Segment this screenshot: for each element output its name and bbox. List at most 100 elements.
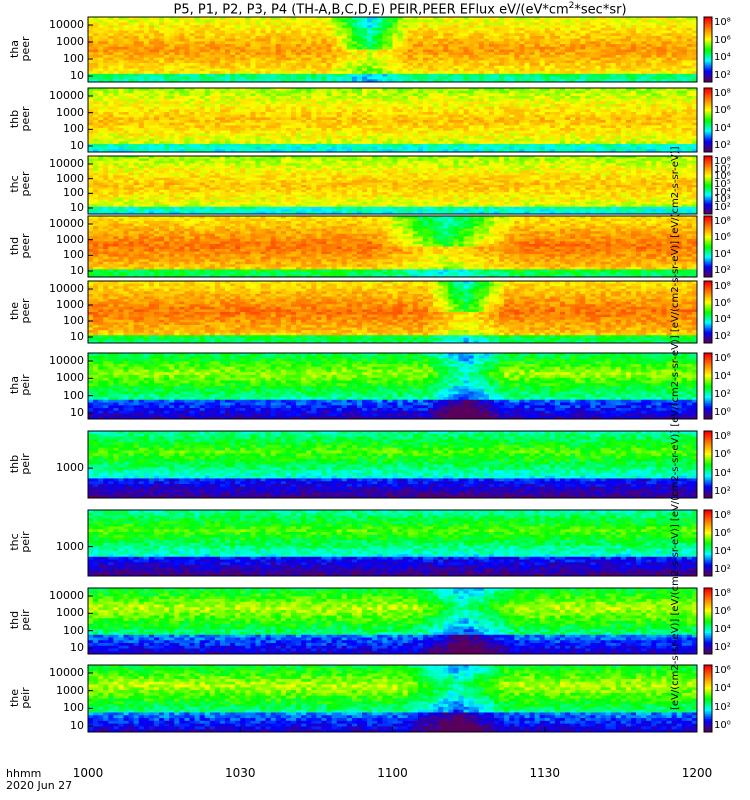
heatmap-cell [372, 25, 378, 29]
heatmap-cell [118, 117, 124, 121]
heatmap-cell [214, 128, 221, 132]
heatmap-cell [676, 27, 683, 31]
heatmap-cell [402, 68, 409, 72]
heatmap-cell [311, 149, 317, 153]
heatmap-cell [625, 41, 632, 45]
heatmap-cell [468, 79, 475, 83]
heatmap-cell [336, 114, 343, 118]
heatmap-cell [123, 149, 130, 153]
heatmap-cell [661, 65, 667, 69]
heatmap-cell [128, 104, 135, 108]
heatmap-cell [199, 88, 206, 92]
heatmap-cell [204, 65, 211, 69]
heatmap-cell [164, 125, 170, 129]
heatmap-cell [250, 30, 256, 34]
heatmap-cell [519, 54, 525, 59]
heatmap-cell [184, 30, 190, 34]
heatmap-cell [483, 101, 490, 105]
heatmap-cell [681, 49, 688, 53]
heatmap-cell [326, 112, 332, 116]
heatmap-cell [240, 22, 246, 26]
heatmap-cell [341, 114, 348, 118]
heatmap-cell [346, 93, 353, 97]
heatmap-cell [204, 63, 211, 67]
heatmap-cell [260, 141, 267, 145]
heatmap-cell [270, 27, 277, 31]
heatmap-cell [296, 52, 302, 56]
heatmap-cell [280, 130, 287, 134]
heatmap-cell [534, 57, 541, 61]
heatmap-cell [367, 128, 373, 132]
heatmap-cell [326, 49, 332, 53]
heatmap-cell [153, 49, 160, 53]
heatmap-cell [382, 76, 388, 80]
heatmap-cell [346, 88, 353, 92]
heatmap-cell [580, 41, 586, 45]
heatmap-cell [316, 38, 322, 42]
heatmap-cell [164, 49, 170, 53]
heatmap-cell [164, 63, 170, 67]
heatmap-cell [235, 46, 241, 50]
heatmap-cell [554, 60, 561, 64]
heatmap-cell [341, 120, 348, 124]
heatmap-cell [153, 38, 160, 42]
heatmap-cell [458, 22, 464, 26]
heatmap-cell [407, 125, 414, 129]
heatmap-cell [285, 106, 292, 110]
heatmap-cell [321, 106, 327, 110]
heatmap-cell [656, 38, 662, 42]
heatmap-cell [463, 44, 470, 48]
heatmap-cell [565, 33, 571, 37]
heatmap-cell [194, 54, 201, 59]
heatmap-cell [559, 46, 566, 50]
heatmap-cell [402, 30, 409, 34]
heatmap-cell [473, 106, 480, 110]
heatmap-cell [103, 73, 109, 77]
heatmap-cell [382, 146, 388, 150]
heatmap-cell [189, 133, 195, 137]
heatmap-cell [524, 54, 530, 59]
heatmap-cell [412, 112, 419, 116]
heatmap-cell [351, 149, 358, 153]
heatmap-cell [260, 128, 267, 132]
heatmap-cell [311, 109, 317, 113]
heatmap-cell [98, 149, 104, 153]
heatmap-cell [275, 71, 282, 75]
heatmap-cell [138, 141, 145, 145]
heatmap-cell [575, 19, 581, 23]
heatmap-cell [407, 33, 414, 37]
heatmap-cell [204, 109, 211, 113]
heatmap-cell [468, 144, 475, 148]
heatmap-cell [306, 120, 312, 124]
heatmap-cell [225, 71, 231, 75]
heatmap-cell [326, 57, 332, 61]
heatmap-cell [341, 38, 348, 42]
heatmap-cell [473, 149, 480, 153]
heatmap-cell [346, 33, 353, 37]
heatmap-cell [306, 49, 312, 53]
heatmap-cell [321, 30, 327, 34]
heatmap-cell [336, 76, 343, 80]
heatmap-cell [265, 106, 272, 110]
heatmap-cell [453, 79, 459, 83]
heatmap-cell [321, 117, 327, 121]
heatmap-cell [331, 109, 338, 113]
heatmap-cell [575, 65, 581, 69]
heatmap-cell [646, 63, 652, 67]
heatmap-cell [321, 96, 327, 100]
heatmap-cell [519, 33, 525, 37]
heatmap-cell [179, 25, 185, 29]
heatmap-cell [351, 93, 358, 97]
heatmap-cell [204, 128, 211, 132]
heatmap-cell [225, 117, 231, 121]
heatmap-cell [199, 49, 206, 53]
heatmap-cell [133, 52, 140, 56]
heatmap-cell [346, 106, 353, 110]
heatmap-cell [326, 52, 332, 56]
heatmap-cell [397, 117, 404, 121]
heatmap-cell [133, 33, 140, 37]
heatmap-cell [387, 65, 393, 69]
heatmap-cell [341, 63, 348, 67]
heatmap-cell [681, 41, 688, 45]
heatmap-cell [88, 71, 94, 75]
